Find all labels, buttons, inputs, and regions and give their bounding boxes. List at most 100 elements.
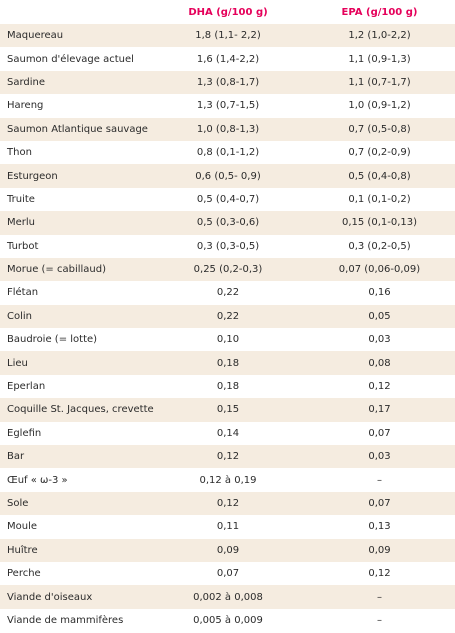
table-row: Sardine 1,3 (0,8-1,7) 1,1 (0,7-1,7) <box>0 70 455 95</box>
table-row: Bar 0,12 0,03 <box>0 445 455 469</box>
food-name: Esturgeon <box>7 170 58 182</box>
dha-value: 0,15 <box>216 404 240 416</box>
table-row: Baudroie (= lotte) 0,10 0,03 <box>0 328 455 351</box>
food-name: Eglefin <box>7 427 42 439</box>
table-row: Turbot 0,3 (0,3-0,5) 0,3 (0,2-0,5) <box>0 235 455 258</box>
dha-value: 0,10 <box>216 334 240 346</box>
epa-value: 0,05 <box>368 310 391 322</box>
table-row: Œuf « ω-3 » 0,12 à 0,19 – <box>0 468 455 491</box>
dha-value: 0,14 <box>216 427 240 439</box>
table-header: DHA (g/100 g) EPA (g/100 g) <box>0 0 455 24</box>
dha-value: 1,6 (1,4-2,2) <box>196 53 260 65</box>
food-name: Saumon Atlantique sauvage <box>7 123 148 135</box>
dha-value: 1,3 (0,8-1,7) <box>196 76 260 88</box>
epa-value: 1,1 (0,7-1,7) <box>348 76 411 88</box>
dha-value: 0,25 (0,2-0,3) <box>193 264 263 276</box>
epa-value: 0,09 <box>368 544 391 556</box>
epa-value: 1,0 (0,9-1,2) <box>348 100 411 112</box>
food-name: Coquille St. Jacques, crevette <box>7 404 154 416</box>
food-name: Baudroie (= lotte) <box>7 334 98 346</box>
food-name: Thon <box>7 147 32 159</box>
dha-value: 0,002 à 0,008 <box>193 591 263 603</box>
dha-value: 0,22 <box>216 310 240 322</box>
table-row: Perche 0,07 0,12 <box>0 562 455 585</box>
epa-value: – <box>377 474 382 486</box>
food-name: Hareng <box>7 100 44 112</box>
food-name: Merlu <box>7 217 36 229</box>
epa-value: 0,07 (0,06-0,09) <box>338 264 421 276</box>
dha-value: 0,6 (0,5- 0,9) <box>195 170 261 182</box>
header-epa: EPA (g/100 g) <box>341 6 418 18</box>
table-row: Maquereau 1,8 (1,1- 2,2) 1,2 (1,0-2,2) <box>0 24 455 48</box>
food-name: Turbot <box>7 240 39 252</box>
table-row: Truite 0,5 (0,4-0,7) 0,1 (0,1-0,2) <box>0 188 455 211</box>
table-row: Colin 0,22 0,05 <box>0 304 455 329</box>
epa-value: 0,5 (0,4-0,8) <box>348 170 411 182</box>
table-row: Eglefin 0,14 0,07 <box>0 422 455 445</box>
epa-value: 0,7 (0,5-0,8) <box>348 123 411 135</box>
epa-value: 0,03 <box>368 451 391 463</box>
food-name: Œuf « ω-3 » <box>7 474 68 486</box>
epa-value: 1,2 (1,0-2,2) <box>348 30 411 42</box>
food-name: Sardine <box>7 76 46 88</box>
table-body: Maquereau 1,8 (1,1- 2,2) 1,2 (1,0-2,2) Saum… <box>0 24 455 632</box>
epa-value: 0,13 <box>368 521 391 533</box>
table-row: Flétan 0,22 0,16 <box>0 281 455 304</box>
table-row: Eperlan 0,18 0,12 <box>0 375 455 398</box>
dha-value: 0,12 <box>216 451 240 463</box>
food-name: Bar <box>7 451 25 463</box>
table-row: Moule 0,11 0,13 <box>0 515 455 538</box>
dha-value: 0,8 (0,1-1,2) <box>196 147 260 159</box>
epa-value: 0,12 <box>368 568 391 580</box>
table-row: Saumon d'élevage actuel 1,6 (1,4-2,2) 1,1 … <box>0 47 455 70</box>
table-row: Thon 0,8 (0,1-1,2) 0,7 (0,2-0,9) <box>0 141 455 164</box>
dha-value: 0,12 <box>216 498 240 509</box>
header-dha: DHA (g/100 g) <box>188 6 268 18</box>
food-name: Colin <box>7 310 32 322</box>
dha-value: 0,12 à 0,19 <box>199 474 257 486</box>
food-name: Lieu <box>7 357 28 369</box>
dha-value: 0,005 à 0,009 <box>193 614 263 626</box>
epa-value: 0,07 <box>368 427 391 439</box>
table-row: Lieu 0,18 0,08 <box>0 351 455 375</box>
dha-value: 0,22 <box>216 287 240 299</box>
epa-value: 0,07 <box>368 498 391 509</box>
dha-value: 0,09 <box>216 544 240 556</box>
table-row: Morue (= cabillaud) 0,25 (0,2-0,3) 0,07 (0… <box>0 257 455 282</box>
food-name: Maquereau <box>7 30 64 42</box>
food-name: Moule <box>7 521 38 533</box>
table-row: Hareng 1,3 (0,7-1,5) 1,0 (0,9-1,2) <box>0 94 455 117</box>
epa-value: 0,12 <box>368 381 391 393</box>
epa-value: 0,1 (0,1-0,2) <box>348 193 411 205</box>
table-row: Saumon Atlantique sauvage 1,0 (0,8-1,3) 0,… <box>0 117 455 141</box>
table-row: Merlu 0,5 (0,3-0,6) 0,15 (0,1-0,13) <box>0 211 455 235</box>
food-name: Morue (= cabillaud) <box>7 264 107 276</box>
food-name: Flétan <box>7 287 39 299</box>
epa-value: 0,17 <box>368 404 391 416</box>
table-row: Esturgeon 0,6 (0,5- 0,9) 0,5 (0,4-0,8) <box>0 164 455 188</box>
food-name: Viande de mammifères <box>7 614 124 626</box>
table-row: Viande de mammifères 0,005 à 0,009 – <box>0 609 455 632</box>
epa-value: 0,3 (0,2-0,5) <box>348 240 411 252</box>
dha-value: 0,18 <box>216 381 240 393</box>
table-row: Huître 0,09 0,09 <box>0 538 455 562</box>
dha-value: 0,3 (0,3-0,5) <box>196 240 260 252</box>
epa-value: 0,08 <box>368 357 391 369</box>
table-row: Sole 0,12 0,07 <box>0 491 455 516</box>
dha-value: 0,07 <box>216 568 240 580</box>
epa-value: 0,16 <box>368 287 391 299</box>
food-name: Perche <box>7 568 41 580</box>
dha-value: 1,3 (0,7-1,5) <box>196 100 260 112</box>
table-row: Coquille St. Jacques, crevette 0,15 0,17 <box>0 398 455 422</box>
dha-value: 1,8 (1,1- 2,2) <box>195 30 261 42</box>
food-name: Huître <box>7 544 38 556</box>
food-name: Saumon d'élevage actuel <box>7 53 134 65</box>
epa-value: – <box>377 614 382 626</box>
dha-value: 1,0 (0,8-1,3) <box>196 123 260 135</box>
food-name: Viande d'oiseaux <box>7 591 93 603</box>
dha-value: 0,5 (0,4-0,7) <box>196 193 260 205</box>
food-name: Eperlan <box>7 381 46 393</box>
epa-value: 0,03 <box>368 334 391 346</box>
dha-value: 0,18 <box>216 357 240 369</box>
